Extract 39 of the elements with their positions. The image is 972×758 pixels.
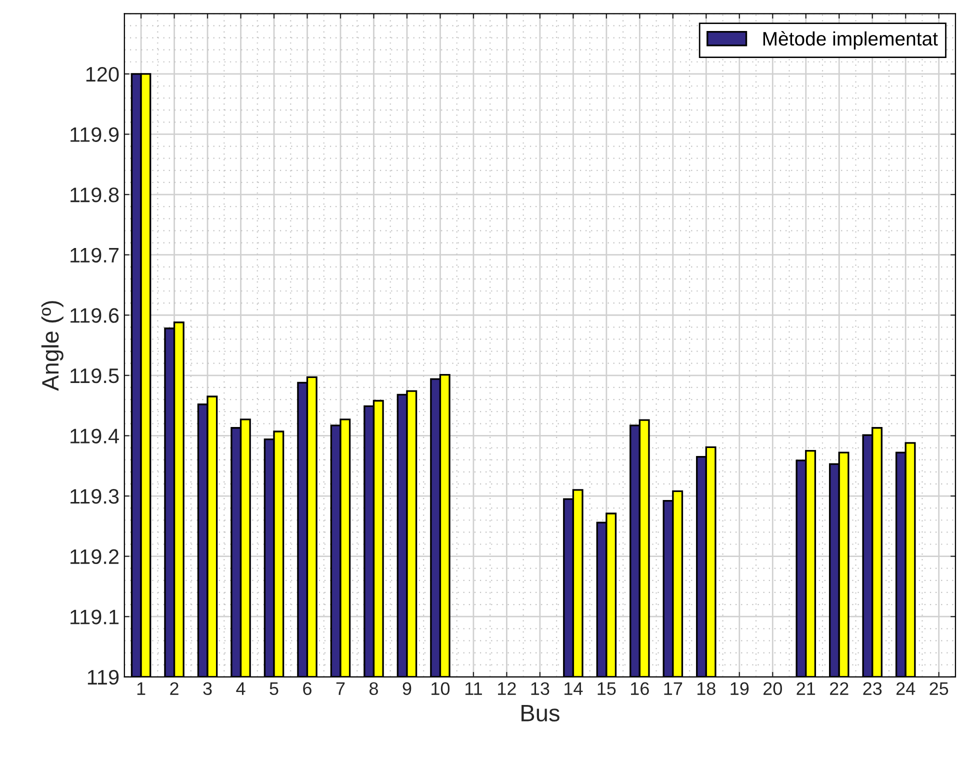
- x-tick-label: 16: [631, 682, 649, 696]
- x-tick-label: 13: [531, 682, 550, 696]
- x-tick-label: 21: [796, 682, 816, 695]
- x-tick-label: 23: [863, 682, 882, 696]
- x-tick-label: 1: [137, 682, 146, 695]
- x-tick-label: 4: [236, 682, 246, 695]
- y-tick-label: 119.6: [70, 308, 119, 323]
- y-tick-label: 119.7: [70, 248, 119, 263]
- x-tick-label: 22: [830, 682, 848, 695]
- x-tick-label: 24: [896, 682, 916, 695]
- x-tick-label: 20: [764, 682, 782, 696]
- x-tick-label: 2: [170, 682, 178, 695]
- y-tick-label: 119.2: [70, 549, 119, 564]
- x-tick-label: 17: [664, 682, 682, 695]
- x-tick-label: 8: [370, 682, 378, 696]
- x-tick-label: 5: [270, 682, 278, 696]
- y-axis-title: Angle (º): [41, 301, 64, 391]
- x-tick-label: 18: [697, 682, 716, 696]
- y-tick-label: 119.8: [70, 188, 119, 202]
- y-tick-label: 119.1: [70, 610, 119, 624]
- y-tick-label: 119.3: [70, 489, 119, 504]
- y-tick-label: 119.5: [70, 368, 119, 384]
- legend-label: Mètode implementat: [763, 31, 938, 50]
- y-tick-label: 119.9: [70, 127, 119, 142]
- x-tick-label: 25: [930, 682, 948, 696]
- x-tick-label: 12: [498, 682, 516, 695]
- y-tick-label: 119: [88, 670, 119, 685]
- y-tick-label: 120: [86, 66, 119, 82]
- x-tick-label: 14: [564, 682, 583, 695]
- x-tick-label: 6: [303, 682, 312, 696]
- x-tick-label: 15: [598, 682, 616, 696]
- x-tick-label: 11: [465, 682, 482, 695]
- x-tick-label: 7: [336, 682, 345, 695]
- x-tick-label: 19: [730, 682, 749, 696]
- x-tick-label: 9: [402, 682, 412, 696]
- x-tick-label: 10: [432, 682, 450, 696]
- y-tick-label: 119.4: [70, 428, 119, 444]
- x-tick-label: 3: [203, 682, 212, 696]
- x-axis-title: Bus: [522, 705, 560, 722]
